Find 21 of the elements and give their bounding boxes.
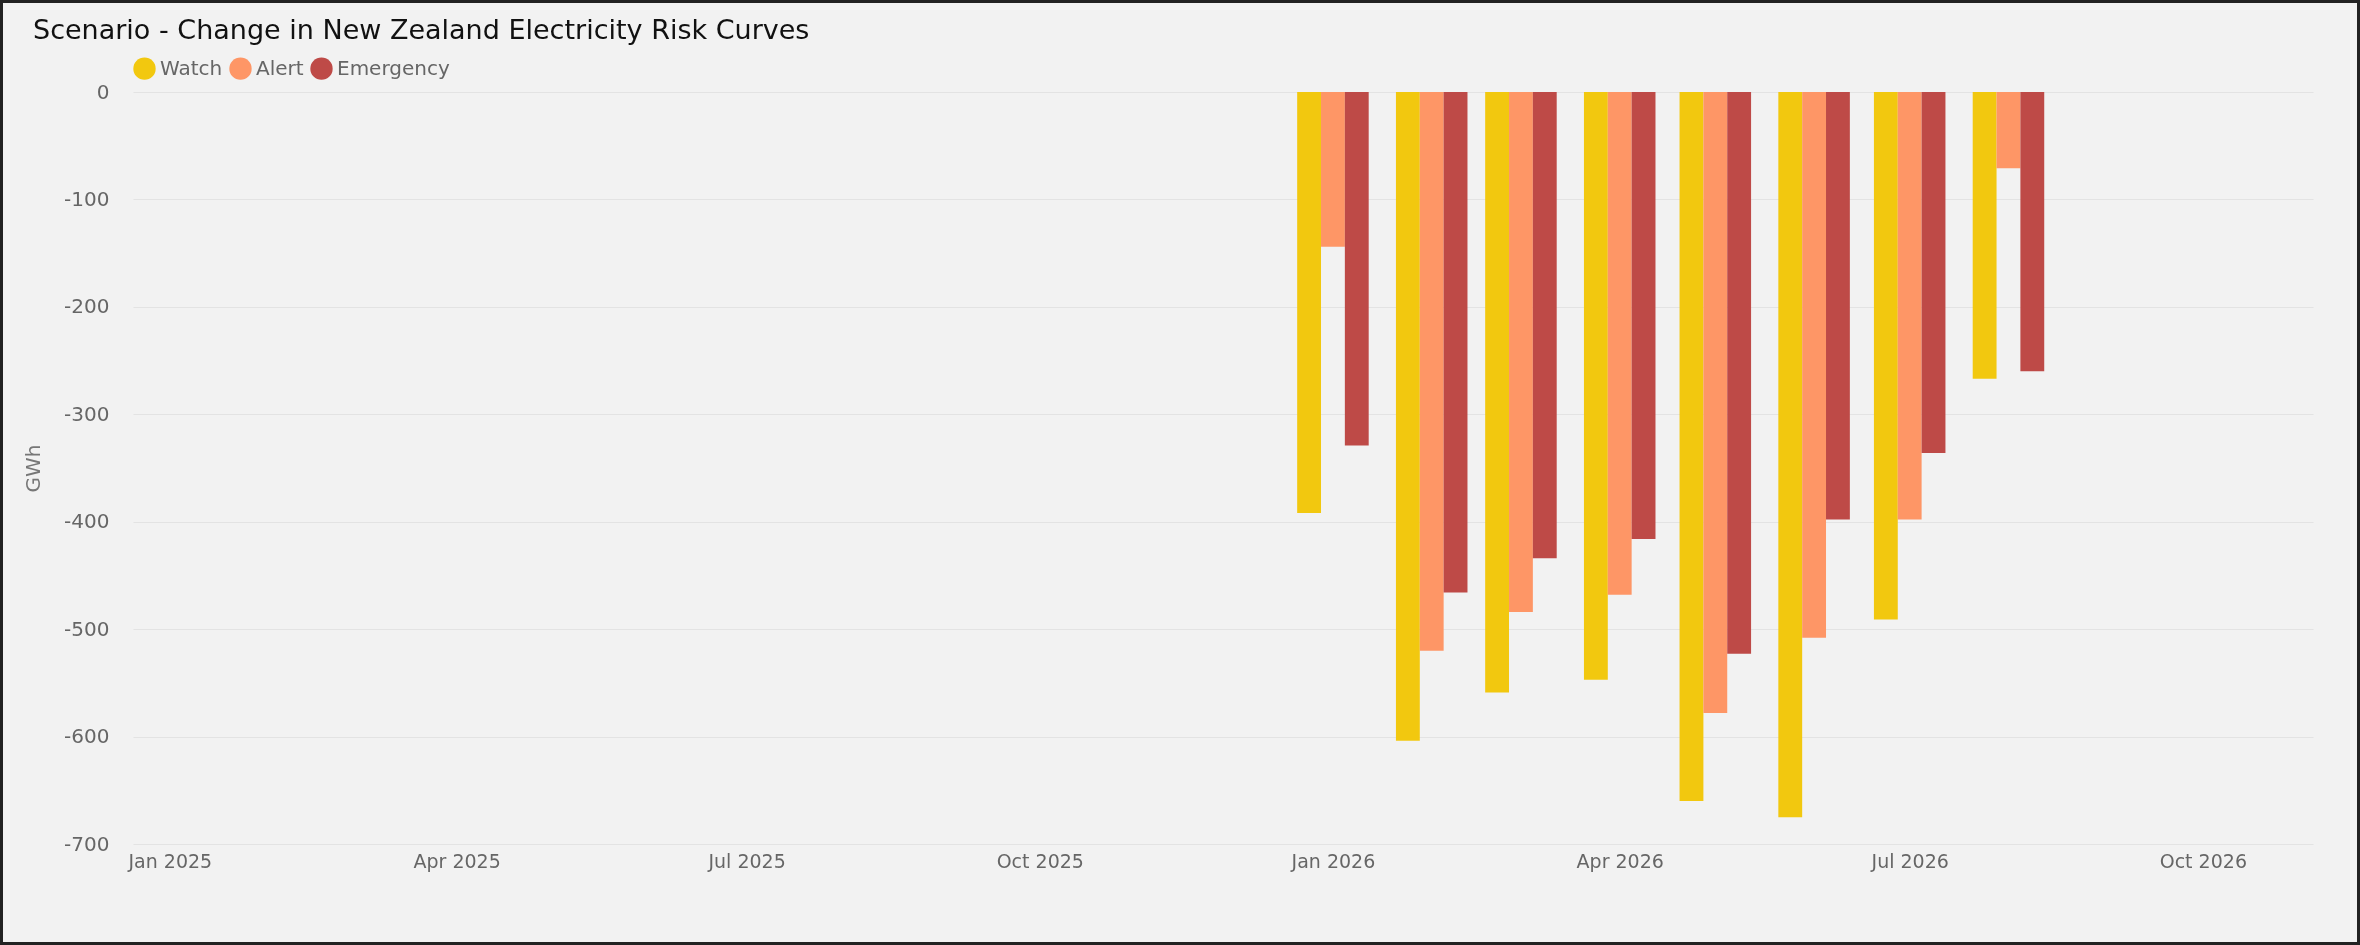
x-tick-label: Apr 2025 xyxy=(413,849,501,872)
y-tick-label: 0 xyxy=(96,79,110,104)
chart-title: Scenario - Change in New Zealand Electricity Risk Curves xyxy=(33,14,810,45)
y-tick-label: -300 xyxy=(64,401,110,426)
x-tick-label: Apr 2026 xyxy=(1576,849,1664,872)
x-tick-label: Jul 2025 xyxy=(707,849,786,872)
legend-label: Emergency xyxy=(337,55,450,80)
x-tick-label: Jul 2026 xyxy=(1870,849,1949,872)
legend-label: Watch xyxy=(160,55,223,80)
y-axis-title: GWh xyxy=(21,444,46,493)
x-tick-label: Oct 2026 xyxy=(2159,849,2247,872)
x-tick-label: Jan 2026 xyxy=(1290,849,1376,872)
y-tick-label: -600 xyxy=(64,724,110,749)
y-tick-label: -500 xyxy=(64,616,110,641)
x-tick-label: Jan 2025 xyxy=(127,849,213,872)
y-tick-label: -200 xyxy=(64,294,110,319)
x-tick-label: Oct 2025 xyxy=(996,849,1084,872)
y-tick-label: -400 xyxy=(64,509,110,534)
y-tick-label: -700 xyxy=(64,831,110,856)
legend-label: Alert xyxy=(256,55,304,80)
y-tick-label: -100 xyxy=(64,186,110,211)
